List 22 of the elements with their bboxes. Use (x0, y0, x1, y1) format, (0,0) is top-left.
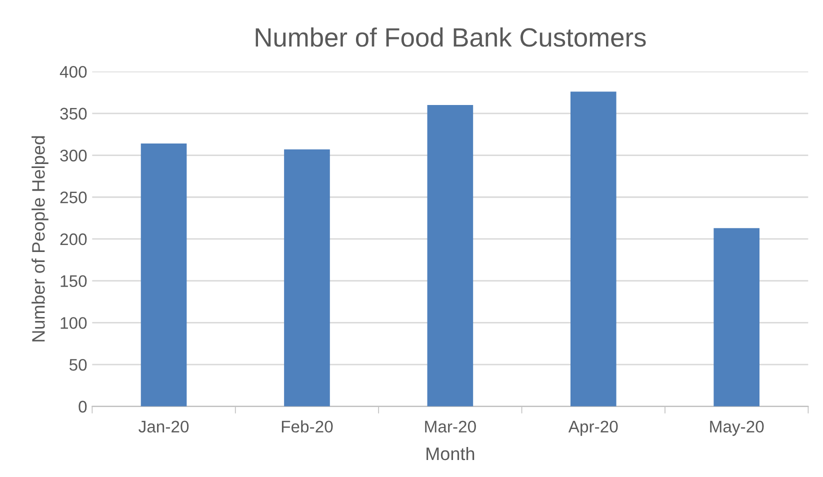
bar (427, 105, 474, 406)
y-tick-label: 200 (60, 233, 87, 246)
x-tick-label: May-20 (710, 420, 764, 436)
y-tick-label: 350 (60, 108, 87, 120)
bar (570, 92, 616, 406)
x-tick-label: Feb-20 (282, 420, 333, 433)
chart-title: Number of Food Bank Customers (256, 27, 646, 47)
y-tick-label: 100 (60, 317, 87, 329)
y-tick-label: 400 (60, 66, 87, 78)
x-axis-title: Month (426, 446, 474, 460)
bar (140, 144, 187, 406)
y-axis-title: Number of People Helped (32, 136, 48, 342)
x-tick-label: Mar-20 (425, 420, 476, 433)
y-tick-label: 150 (60, 275, 87, 288)
y-tick-label: 50 (69, 358, 87, 371)
y-tick-label: 0 (78, 400, 87, 413)
bar (284, 149, 330, 406)
y-tick-label: 300 (60, 150, 87, 162)
y-tick-label: 250 (60, 192, 87, 204)
x-tick-label: Apr-20 (568, 420, 618, 436)
bar (714, 228, 760, 406)
x-tick-label: Jan-20 (138, 420, 189, 433)
